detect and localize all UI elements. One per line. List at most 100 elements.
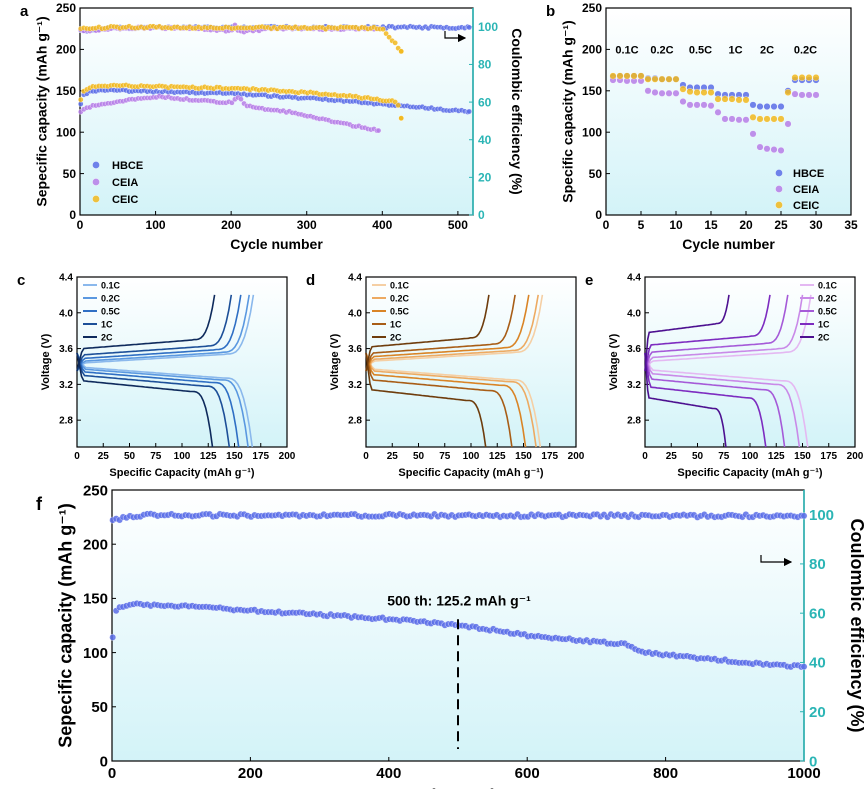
panel-b: 0 5 10 15 20 25 30 35 0 50 100 150 200 250 Cycle numbe… [546, 1, 858, 252]
discharge-curve [76, 352, 249, 448]
data-point-last [398, 115, 405, 121]
x-tick-label: 50 [124, 451, 136, 462]
data-point [777, 146, 785, 154]
legend: 0.1C 0.2C 0.5C 1C 2C [83, 281, 121, 343]
legend-label: 2C [390, 333, 402, 343]
x-tick-label: 200 [238, 765, 263, 782]
data-point [735, 96, 743, 104]
curve-0.5c [644, 294, 789, 448]
legend: HBCE CEIA CEIC [92, 160, 143, 206]
charge-curve [365, 294, 530, 372]
x-tick-label: 175 [820, 451, 837, 462]
legend-marker [92, 178, 100, 186]
x-axis-label: Specific Capacity (mAh g⁻¹) [109, 467, 255, 479]
data-point-last [398, 48, 405, 55]
data-point [756, 115, 764, 123]
x-tick-label: 400 [376, 765, 401, 782]
data-point [742, 96, 750, 104]
panel-d: 0 25 50 75 100 125 150 175 200 2.8 3.2 3.6 4.0 4.4 Spe… [306, 272, 585, 479]
plot-area [606, 8, 851, 215]
charge-curve [76, 294, 233, 372]
x-tick-label: 125 [200, 451, 217, 462]
series-ce [109, 510, 808, 524]
plot-frame [76, 276, 288, 448]
x-axis-label: Cycle number [230, 236, 323, 252]
x-tick-label: 500 [448, 218, 468, 232]
series-ceic [609, 72, 820, 123]
series-ceic-ce [77, 23, 405, 55]
discharge-curve [365, 352, 537, 448]
data-point [395, 102, 401, 109]
data-point [686, 101, 694, 109]
data-point [707, 102, 715, 110]
legend-label: 0.1C [101, 281, 121, 291]
data-point [735, 116, 743, 124]
curve-0.1c [76, 294, 255, 448]
data-point [672, 89, 680, 97]
x-tick-label: 25 [387, 451, 399, 462]
discharge-curve [365, 352, 527, 448]
data-point [798, 91, 806, 99]
data-point [672, 75, 680, 83]
discharge-curve [76, 352, 240, 448]
x-tick-label: 100 [146, 218, 166, 232]
x-tick-label: 125 [489, 451, 506, 462]
data-point [658, 75, 666, 83]
y-tick-label: 150 [56, 84, 76, 98]
y2-tick-label: 60 [478, 95, 492, 109]
y-tick-label: 2.8 [59, 416, 73, 427]
data-point [651, 75, 659, 83]
x-tick-label: 30 [809, 218, 823, 232]
curve-0.1c [644, 294, 812, 448]
x-tick-label: 200 [847, 451, 864, 462]
x-tick-label: 50 [692, 451, 704, 462]
legend-marker [92, 161, 100, 169]
data-point [383, 30, 389, 37]
data-point [679, 85, 687, 93]
rate-label: 0.2C [650, 44, 673, 56]
panel-label: a [20, 3, 29, 20]
legend-label: 2C [818, 333, 830, 343]
data-point [623, 72, 631, 80]
curve-1c [365, 294, 516, 448]
x-tick-label: 125 [768, 451, 785, 462]
panel-label: c [17, 272, 25, 289]
x-tick-label: 200 [279, 451, 296, 462]
data-point-last [800, 663, 808, 671]
data-point [380, 26, 386, 33]
series-capacity [109, 600, 808, 671]
legend-label: CEIA [793, 184, 819, 196]
data-point [392, 40, 398, 46]
y-tick-label: 100 [83, 645, 108, 662]
y2-tick-label: 80 [478, 58, 492, 72]
charge-curve [644, 294, 812, 372]
y-tick-label: 0 [595, 208, 602, 222]
y-tick-label: 250 [83, 482, 108, 499]
x-tick-label: 150 [794, 451, 811, 462]
data-point [798, 74, 806, 82]
x-tick-label: 1000 [787, 765, 820, 782]
data-point-last [375, 127, 382, 134]
legend-label: 0.1C [390, 281, 410, 291]
data-point [777, 115, 785, 123]
data-point [386, 34, 392, 40]
legend-label: 0.5C [390, 307, 410, 317]
x-axis-label: Specific Capacity (mAh g⁻¹) [677, 467, 823, 479]
secondary-axis-arrow [760, 555, 793, 567]
data-point [693, 88, 701, 96]
legend-marker [92, 195, 100, 203]
data-point [651, 88, 659, 96]
y2-tick-label: 0 [809, 753, 817, 770]
y-tick-label: 3.6 [59, 344, 73, 355]
legend-label: CEIC [793, 200, 819, 212]
legend-label: 1C [390, 320, 402, 330]
curve-1c [76, 294, 233, 448]
data-point [644, 87, 652, 95]
y-tick-label: 4.0 [59, 308, 73, 319]
data-point [700, 101, 708, 109]
data-point [679, 98, 687, 106]
data-point [693, 101, 701, 109]
curve-2c [76, 294, 216, 448]
legend-label: HBCE [112, 160, 143, 172]
series-hbce [77, 86, 473, 115]
